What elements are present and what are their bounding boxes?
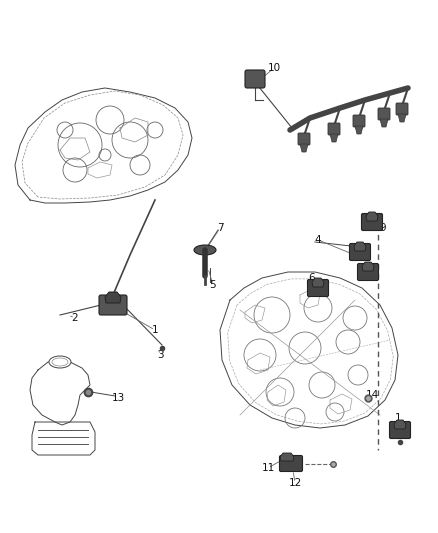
Polygon shape xyxy=(398,114,406,122)
Polygon shape xyxy=(354,242,366,251)
FancyBboxPatch shape xyxy=(328,123,340,135)
FancyBboxPatch shape xyxy=(99,295,127,315)
Polygon shape xyxy=(380,119,388,127)
FancyBboxPatch shape xyxy=(279,456,303,472)
Text: 10: 10 xyxy=(268,63,281,73)
Text: 13: 13 xyxy=(111,393,125,403)
FancyBboxPatch shape xyxy=(245,70,265,88)
Text: 1: 1 xyxy=(152,325,158,335)
FancyBboxPatch shape xyxy=(350,244,371,261)
FancyBboxPatch shape xyxy=(353,115,365,127)
Polygon shape xyxy=(355,126,363,134)
Polygon shape xyxy=(394,420,406,429)
Text: 2: 2 xyxy=(72,313,78,323)
FancyBboxPatch shape xyxy=(361,214,382,230)
Text: 11: 11 xyxy=(261,463,275,473)
FancyBboxPatch shape xyxy=(307,279,328,296)
Text: 1: 1 xyxy=(395,413,401,423)
FancyBboxPatch shape xyxy=(357,263,378,280)
Polygon shape xyxy=(300,144,308,152)
Text: 6: 6 xyxy=(309,273,315,283)
Text: 7: 7 xyxy=(217,223,223,233)
Polygon shape xyxy=(366,212,378,221)
FancyBboxPatch shape xyxy=(389,422,410,439)
Text: 9: 9 xyxy=(380,223,386,233)
Polygon shape xyxy=(312,278,324,287)
Ellipse shape xyxy=(49,356,71,368)
Text: 4: 4 xyxy=(314,235,321,245)
FancyBboxPatch shape xyxy=(378,108,390,120)
Polygon shape xyxy=(362,262,374,271)
Ellipse shape xyxy=(194,245,216,255)
Text: 8: 8 xyxy=(367,263,373,273)
Text: 5: 5 xyxy=(210,280,216,290)
Polygon shape xyxy=(280,453,294,461)
Polygon shape xyxy=(330,134,338,142)
Text: 3: 3 xyxy=(157,350,163,360)
FancyBboxPatch shape xyxy=(298,133,310,145)
Text: 14: 14 xyxy=(365,390,378,400)
Text: 12: 12 xyxy=(288,478,302,488)
FancyBboxPatch shape xyxy=(396,103,408,115)
Polygon shape xyxy=(105,292,121,303)
